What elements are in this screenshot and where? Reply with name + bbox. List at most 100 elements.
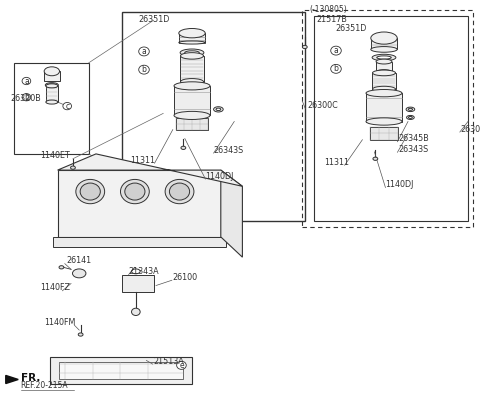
Text: 26300C: 26300C <box>461 125 480 134</box>
Bar <box>50 357 192 384</box>
Text: (-130805): (-130805) <box>310 5 348 14</box>
Bar <box>53 237 226 247</box>
Ellipse shape <box>45 83 59 87</box>
Bar <box>371 38 397 49</box>
Bar <box>14 63 89 154</box>
Ellipse shape <box>71 166 75 169</box>
Text: 21513A: 21513A <box>154 357 184 366</box>
Circle shape <box>331 64 341 73</box>
Ellipse shape <box>185 51 199 54</box>
Ellipse shape <box>72 269 86 278</box>
Bar <box>370 127 398 140</box>
Bar <box>122 12 305 221</box>
Ellipse shape <box>371 32 397 44</box>
Text: FR.: FR. <box>21 373 40 383</box>
Ellipse shape <box>165 179 194 204</box>
Circle shape <box>63 102 72 110</box>
Text: 26320B: 26320B <box>11 94 41 103</box>
Text: c: c <box>65 102 69 111</box>
Polygon shape <box>221 170 242 257</box>
Circle shape <box>177 361 186 369</box>
Bar <box>177 118 208 130</box>
Ellipse shape <box>46 84 58 88</box>
Text: 11311: 11311 <box>131 156 156 165</box>
Ellipse shape <box>120 179 149 204</box>
Circle shape <box>22 77 31 85</box>
Bar <box>174 86 210 115</box>
Text: 11311: 11311 <box>324 158 349 167</box>
Bar <box>46 86 58 102</box>
Ellipse shape <box>180 79 204 85</box>
Circle shape <box>331 46 341 55</box>
Text: 1140DJ: 1140DJ <box>385 180 414 189</box>
Ellipse shape <box>376 59 392 64</box>
Ellipse shape <box>78 333 83 336</box>
Text: 1140DJ: 1140DJ <box>205 173 234 181</box>
Ellipse shape <box>366 90 402 97</box>
Text: 1140FZ: 1140FZ <box>40 284 70 292</box>
Ellipse shape <box>377 56 391 59</box>
Text: a: a <box>334 46 338 55</box>
Text: e: e <box>179 361 184 370</box>
Bar <box>122 275 154 292</box>
Text: 21343A: 21343A <box>129 267 159 276</box>
Text: 1140ET: 1140ET <box>40 151 70 160</box>
Ellipse shape <box>132 308 140 315</box>
Ellipse shape <box>372 54 396 61</box>
Bar <box>302 10 473 227</box>
Bar <box>376 62 392 72</box>
Ellipse shape <box>169 183 190 200</box>
Text: a: a <box>142 47 146 56</box>
Text: 1140FM: 1140FM <box>44 318 75 327</box>
Text: a: a <box>24 77 29 85</box>
Ellipse shape <box>80 183 100 200</box>
Bar <box>44 71 60 81</box>
Ellipse shape <box>408 109 413 111</box>
Bar <box>180 56 204 82</box>
Ellipse shape <box>174 111 210 119</box>
Bar <box>59 362 183 379</box>
Text: 26141: 26141 <box>66 256 91 265</box>
Text: 26351D: 26351D <box>138 15 169 24</box>
Text: b: b <box>142 65 146 74</box>
Text: b: b <box>24 93 29 102</box>
Ellipse shape <box>214 107 223 112</box>
Bar <box>314 16 468 221</box>
Circle shape <box>22 94 31 101</box>
Ellipse shape <box>179 41 205 44</box>
Text: 26351D: 26351D <box>335 24 366 33</box>
Ellipse shape <box>181 146 186 149</box>
Ellipse shape <box>179 28 205 38</box>
Text: 26100: 26100 <box>173 273 198 282</box>
Ellipse shape <box>180 49 204 56</box>
Ellipse shape <box>76 179 105 204</box>
Ellipse shape <box>44 67 60 76</box>
Ellipse shape <box>48 84 56 86</box>
Ellipse shape <box>407 115 414 119</box>
Polygon shape <box>58 154 242 186</box>
Ellipse shape <box>216 108 221 111</box>
Bar <box>366 93 402 122</box>
Ellipse shape <box>174 82 210 90</box>
Text: b: b <box>334 64 338 73</box>
Bar <box>372 73 396 89</box>
Circle shape <box>139 47 149 56</box>
Polygon shape <box>6 375 18 384</box>
Ellipse shape <box>408 117 412 118</box>
Ellipse shape <box>59 266 64 269</box>
Ellipse shape <box>46 100 58 104</box>
Ellipse shape <box>180 53 204 59</box>
Bar <box>179 33 205 43</box>
Text: 21517B: 21517B <box>317 15 348 24</box>
Circle shape <box>139 65 149 74</box>
Ellipse shape <box>125 183 145 200</box>
Text: 26300C: 26300C <box>307 101 338 110</box>
Ellipse shape <box>371 47 397 52</box>
Ellipse shape <box>406 107 415 112</box>
Text: 26343S: 26343S <box>398 145 429 154</box>
Ellipse shape <box>376 70 392 75</box>
Ellipse shape <box>302 45 307 49</box>
Text: REF.20-215A: REF.20-215A <box>21 381 68 390</box>
Text: 26343S: 26343S <box>214 146 244 155</box>
Ellipse shape <box>373 157 378 160</box>
